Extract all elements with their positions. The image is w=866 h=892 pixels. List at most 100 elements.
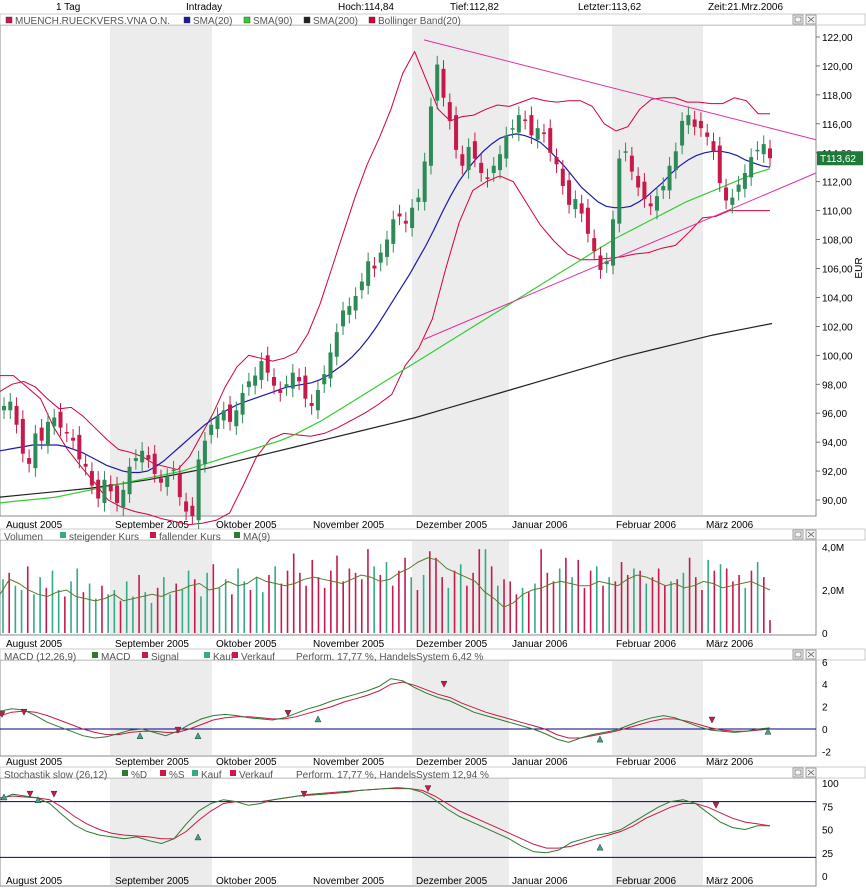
- candle-body: [366, 261, 371, 286]
- candle-body: [397, 213, 402, 217]
- buy-marker: [194, 833, 202, 841]
- candle-body: [278, 390, 283, 393]
- candle-body: [121, 489, 126, 508]
- candle-body: [711, 141, 716, 152]
- bollinger-lower-line: [0, 175, 770, 526]
- candle-body: [89, 471, 94, 486]
- period-label[interactable]: 1 Tag: [56, 2, 81, 13]
- candle-body: [623, 151, 628, 153]
- month-label: Dezember 2005: [416, 520, 488, 531]
- legend-label: MUENCH.RUECKVERS.VNA O.N.: [15, 16, 170, 27]
- month-label: Oktober 2005: [216, 639, 277, 650]
- candle-body: [33, 433, 38, 469]
- panel-restore-icon[interactable]: [792, 529, 804, 540]
- legend-label: Signal: [151, 652, 179, 663]
- legend-swatch: [204, 652, 210, 658]
- candle-body: [742, 173, 747, 189]
- legend-swatch: [232, 652, 238, 658]
- legend-label: Verkauf: [241, 652, 275, 663]
- panel-title-bar: [0, 766, 866, 779]
- candle-body: [749, 157, 754, 178]
- candle-body: [592, 238, 597, 252]
- legend-label: Volumen: [4, 532, 43, 543]
- legend-swatch: [243, 16, 251, 24]
- y-tick-label: 4,0M: [822, 543, 844, 554]
- candle-body: [83, 463, 88, 467]
- candle-body: [265, 355, 270, 373]
- candle-body: [309, 403, 314, 406]
- candle-body: [322, 374, 327, 385]
- restore-glyph: [794, 16, 802, 23]
- candle-body: [428, 106, 433, 166]
- candle-body: [441, 68, 446, 98]
- candle-body: [158, 478, 163, 483]
- candle-body: [661, 186, 666, 191]
- candle-body: [165, 476, 170, 487]
- legend-swatch: [368, 16, 376, 24]
- macd-line: [0, 678, 771, 743]
- candle-body: [485, 177, 490, 179]
- candle-body: [529, 115, 534, 136]
- y-tick-label: 106,00: [822, 265, 853, 276]
- candle-body: [334, 332, 339, 357]
- candle-body: [636, 175, 641, 188]
- candle-body: [359, 281, 364, 291]
- candle-body: [686, 115, 691, 126]
- candle-body: [567, 180, 572, 205]
- candle-body: [523, 119, 528, 121]
- panel-title-bar: [0, 648, 866, 661]
- candle-body: [228, 404, 233, 422]
- panel-vol: August 2005 September 2005 Oktober 2005 Nov…: [0, 528, 866, 650]
- legend-label: fallender Kurs: [159, 532, 221, 543]
- panel-price: August 2005 September 2005 Oktober 2005 Nov…: [0, 13, 866, 531]
- candle-body: [372, 265, 377, 269]
- candle-body: [328, 352, 333, 379]
- month-label: Januar 2006: [512, 876, 568, 887]
- candle-body: [315, 390, 320, 411]
- candle-body: [604, 261, 609, 265]
- month-label: September 2005: [115, 639, 189, 650]
- restore-glyph: [794, 769, 802, 776]
- y-tick-label: 0: [822, 872, 828, 883]
- buy-marker: [596, 735, 604, 743]
- panel-restore-icon[interactable]: [792, 14, 804, 25]
- candle-body: [768, 148, 772, 159]
- y-tick-label: 120,00: [822, 62, 853, 73]
- sell-marker: [424, 785, 432, 793]
- candle-body: [579, 203, 584, 214]
- candle-body: [717, 145, 722, 184]
- legend-label: SMA(20): [193, 16, 232, 27]
- candle-body: [127, 466, 132, 495]
- sell-marker: [26, 790, 34, 798]
- month-label: Februar 2006: [616, 757, 676, 768]
- month-shade: [412, 661, 509, 755]
- buy-marker: [596, 843, 604, 851]
- candle-body: [52, 417, 57, 427]
- y-tick-label: 100: [822, 779, 839, 790]
- candle-body: [77, 434, 82, 460]
- month-label: Januar 2006: [512, 639, 568, 650]
- close-glyph: [807, 651, 815, 658]
- buy-marker: [764, 727, 772, 735]
- candle-body: [341, 310, 346, 327]
- buy-marker: [314, 715, 322, 723]
- candle-body: [761, 144, 766, 155]
- month-label: Oktober 2005: [216, 876, 277, 887]
- volume-plot: 4,0M 2,0M 0 Volumen steigender Kurs fallender…: [0, 532, 844, 640]
- candle-body: [45, 421, 50, 446]
- month-shade: [110, 779, 212, 885]
- panel-restore-icon[interactable]: [792, 649, 804, 660]
- buy-marker: [194, 732, 202, 739]
- macd-plot: 6 4 2 0 -2 MACD (12,26,9) MACD Signal Kauf Verkau…: [0, 652, 831, 758]
- candle-body: [673, 151, 678, 171]
- panel-restore-icon[interactable]: [792, 767, 804, 778]
- candle-body: [177, 473, 182, 498]
- lower-trendline: [423, 172, 817, 340]
- candle-body: [667, 165, 672, 191]
- candle-body: [246, 381, 251, 388]
- candle-body: [385, 239, 389, 257]
- y-tick-label: 4: [822, 680, 828, 691]
- candle-body: [504, 135, 509, 159]
- mode-label[interactable]: Intraday: [186, 2, 223, 13]
- y-tick-label: -2: [822, 747, 831, 758]
